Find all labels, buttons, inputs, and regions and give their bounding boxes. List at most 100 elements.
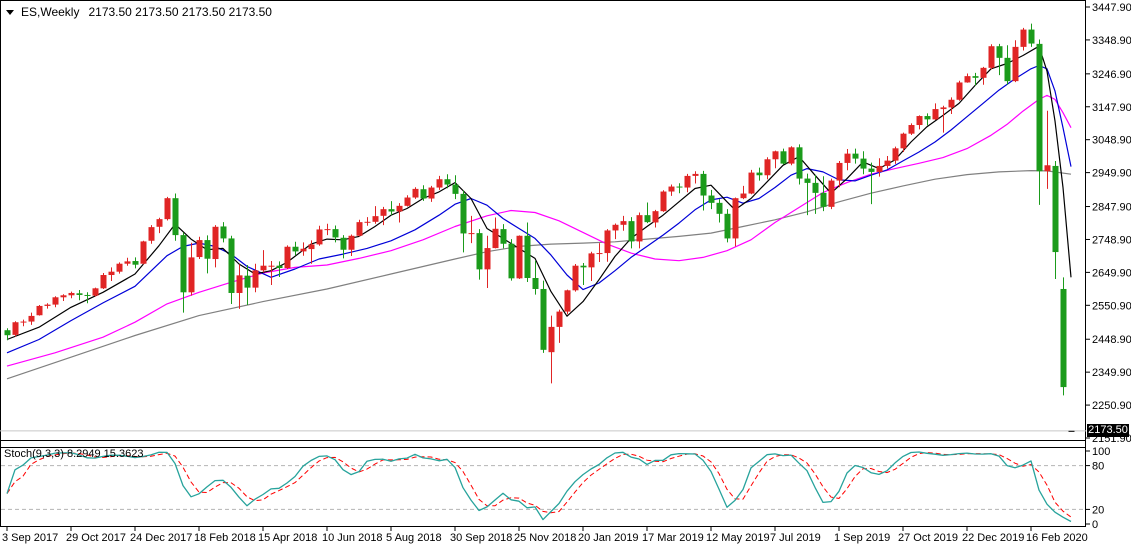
candle-body — [668, 186, 675, 192]
candle-body — [316, 229, 323, 245]
symbol-timeframe-label: ES,Weekly — [21, 5, 80, 19]
candle-body — [1012, 46, 1019, 82]
candle-body — [476, 233, 483, 270]
stochastic-main-line — [6, 451, 1072, 523]
candle-body — [372, 216, 379, 222]
candle-body — [612, 224, 619, 231]
stoch-axis-label: 100 — [1092, 446, 1110, 458]
candle-body — [252, 270, 259, 288]
candle-body — [332, 229, 339, 238]
candle-body — [228, 238, 235, 293]
candle-body — [564, 290, 571, 312]
candle-body — [396, 205, 403, 212]
candle-body — [100, 275, 107, 289]
candle-body — [644, 215, 651, 223]
candle-body — [884, 160, 891, 166]
candle-body — [172, 198, 179, 236]
x-axis-label: 5 Aug 2018 — [386, 532, 442, 544]
stoch-axis-label: 0 — [1092, 519, 1098, 531]
y-axis-label: 3246.90 — [1092, 69, 1131, 81]
candle-body — [660, 191, 667, 212]
candle-body — [444, 179, 451, 185]
candle-body — [356, 222, 363, 236]
candle-body — [140, 241, 147, 264]
candle-body — [844, 153, 851, 163]
candle-body — [876, 165, 883, 172]
symbol-dropdown-icon[interactable] — [6, 10, 14, 15]
candle-body — [948, 99, 955, 108]
candle-body — [556, 311, 563, 327]
candle-body — [420, 189, 427, 199]
candle-body — [284, 246, 291, 269]
candle-body — [1052, 165, 1059, 253]
candle-body — [204, 240, 211, 259]
candle-body — [604, 230, 611, 254]
candle-body — [380, 209, 387, 216]
candle-body — [868, 168, 875, 172]
candle-body — [108, 271, 115, 276]
candle-body — [260, 265, 267, 271]
stochastic-label: Stoch(9,3,3) 8.2949 15.3623 — [4, 448, 144, 460]
candle-body — [116, 263, 123, 272]
candle-body — [708, 195, 715, 203]
candle-body — [68, 292, 75, 296]
y-axis-label: 3447.90 — [1092, 2, 1131, 14]
x-axis-label: 16 Feb 2020 — [1026, 532, 1088, 544]
candle-body — [412, 188, 419, 198]
y-axis-label: 3048.90 — [1092, 135, 1131, 147]
candle-body — [276, 265, 283, 269]
candle-body — [292, 246, 299, 252]
candle-body — [36, 305, 43, 316]
candle-body — [196, 240, 203, 258]
candle-body — [532, 278, 539, 289]
candle-body — [996, 46, 1003, 58]
candle-body — [732, 198, 739, 239]
candle-body — [764, 159, 771, 176]
candle-body — [308, 244, 315, 250]
candle-body — [820, 192, 827, 207]
candle-body — [916, 116, 923, 126]
candle-body — [588, 253, 595, 268]
candle-body — [20, 321, 27, 323]
candle-body — [508, 243, 515, 279]
y-axis-label: 2949.90 — [1092, 168, 1131, 180]
candle-body — [596, 253, 603, 255]
candle-body — [836, 162, 843, 181]
candle-body — [924, 116, 931, 120]
y-axis-label: 2847.90 — [1092, 202, 1131, 214]
candle-body — [76, 293, 83, 295]
candle-body — [796, 147, 803, 179]
candle-body — [812, 182, 819, 193]
y-axis-label: 2748.90 — [1092, 234, 1131, 246]
candle-body — [740, 193, 747, 199]
candle-body — [84, 294, 91, 296]
candle-body — [436, 179, 443, 188]
x-axis-label: 25 Nov 2018 — [514, 532, 576, 544]
candle-body — [1020, 29, 1027, 47]
candle-body — [516, 235, 523, 279]
candle-body — [1060, 288, 1067, 388]
x-axis-label: 30 Sep 2018 — [450, 532, 512, 544]
x-axis-label: 17 Mar 2019 — [642, 532, 704, 544]
candle-body — [892, 148, 899, 161]
candle-body — [980, 67, 987, 78]
ma-fast-black — [6, 45, 1072, 341]
candle-body — [988, 46, 995, 68]
ma-long-gray — [6, 170, 1072, 380]
candle-body — [684, 175, 691, 188]
stoch-axis-label: 80 — [1092, 461, 1104, 473]
y-axis-label: 2250.90 — [1092, 400, 1131, 412]
y-axis-label: 2349.90 — [1092, 367, 1131, 379]
candle-body — [468, 233, 475, 235]
candle-body — [460, 193, 467, 234]
candle-body — [692, 173, 699, 176]
candle-body — [548, 326, 555, 353]
candle-body — [524, 235, 531, 279]
x-axis-label: 29 Oct 2017 — [66, 532, 126, 544]
candle-body — [300, 248, 307, 252]
candle-body — [132, 261, 139, 265]
candle-body — [156, 219, 163, 227]
candle-body — [1004, 57, 1011, 82]
